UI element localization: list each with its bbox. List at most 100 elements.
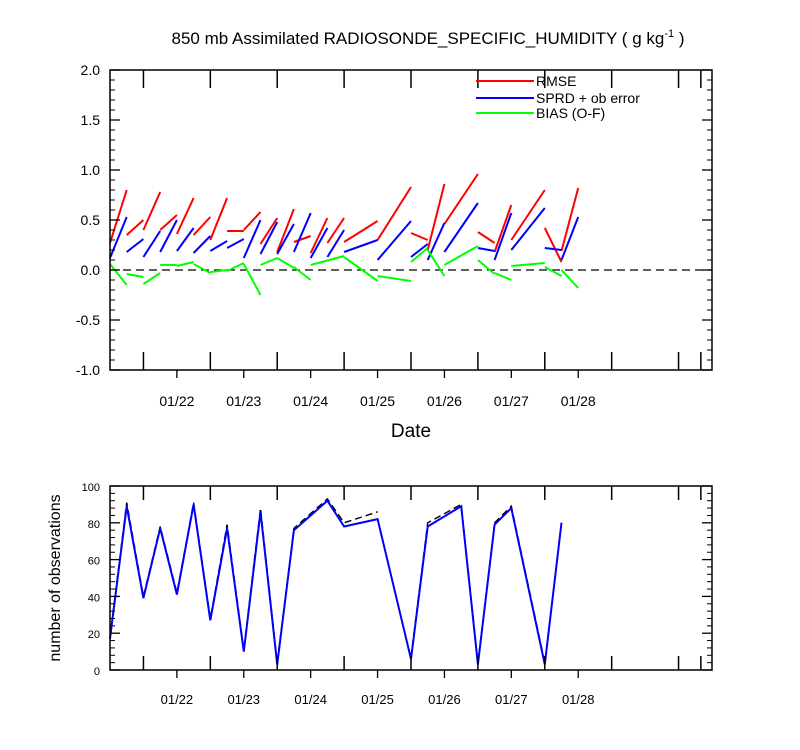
top-sprd-ob-error-segment-23: [560, 216, 580, 261]
chart-title-sup: -1: [664, 28, 674, 40]
top-sprd-ob-error-segment-4: [176, 227, 195, 252]
top-bias-o-f-segment-14: [377, 275, 412, 282]
top-rmse-segment-17: [426, 183, 446, 251]
bottom-x-tick-label-2: 01/24: [294, 692, 327, 707]
top-axis-labels: -1.0 -0.5 0.0 0.5 1.0 1.5 2.0 01/22 01/23 01/24 01…: [76, 62, 596, 409]
top-bias-o-f-segment-15: [410, 247, 429, 263]
bottom-y-tick-label-3: 60: [88, 556, 100, 568]
chart-title-end: ): [674, 29, 684, 48]
top-bias-o-f-segment-10: [276, 257, 295, 269]
top-y-tick-label-1: -0.5: [76, 312, 100, 328]
top-bias-o-f-segment-0: [109, 263, 128, 286]
top-rmse-segment-4: [175, 197, 195, 235]
top-bias-o-f-segment-20: [511, 262, 545, 267]
bottom-y-tick-label-0: 0: [94, 666, 100, 678]
top-bias-o-f-segment-19: [494, 272, 512, 281]
bottom-series-lines: [109, 497, 563, 665]
chart-title: 850 mb Assimilated RADIOSONDE_SPECIFIC_H…: [172, 28, 685, 48]
top-bias-o-f-segment-5: [193, 263, 211, 274]
top-sprd-ob-error-segment-11: [292, 212, 312, 253]
bottom-axis-labels: 0 20 40 60 80 100 01/22 01/23 01/24 01/25 01/26 01/…: [82, 482, 595, 707]
top-rmse-segment-11: [293, 235, 312, 243]
top-rmse-segment-18: [443, 173, 479, 225]
top-rmse-segment-9: [259, 217, 279, 245]
bottom-possible-segment-0: [109, 497, 378, 663]
top-sprd-ob-error-segment-7: [226, 238, 245, 249]
top-x-tick-label-6: 01/28: [561, 393, 596, 409]
top-panel: -1.0 -0.5 0.0 0.5 1.0 1.5 2.0 01/22 01/23 01/24 01…: [76, 62, 713, 442]
top-sprd-ob-error-segment-8: [242, 219, 262, 259]
bottom-panel: 0 20 40 60 80 100 01/22 01/23 01/24 01/25 01/26 01/…: [47, 482, 713, 707]
top-axis-ticks: [110, 69, 712, 378]
top-x-tick-label-5: 01/27: [494, 393, 529, 409]
top-y-tick-label-0: -1.0: [76, 362, 100, 378]
top-sprd-ob-error-segment-21: [510, 207, 546, 251]
top-bias-o-f-segment-21: [544, 266, 562, 277]
top-y-tick-label-5: 1.5: [81, 112, 101, 128]
top-rmse-segment-14: [343, 220, 379, 243]
top-rmse-segment-2: [142, 191, 162, 231]
bottom-plot-frame: [109, 485, 713, 671]
top-bias-o-f-segment-13: [343, 256, 379, 282]
bottom-y-tick-label-2: 40: [88, 592, 100, 604]
top-x-tick-label-1: 01/23: [226, 393, 261, 409]
legend: RMSE SPRD + ob error BIAS (O-F): [476, 73, 640, 121]
legend-rmse-label: RMSE: [536, 73, 576, 89]
top-bias-o-f-segment-18: [477, 259, 496, 275]
top-x-tick-label-4: 01/26: [427, 393, 462, 409]
top-sprd-ob-error-segment-15: [376, 220, 412, 261]
top-sprd-ob-error-segment-1: [126, 238, 145, 253]
top-sprd-ob-error-segment-0: [109, 216, 128, 259]
bottom-x-tick-label-3: 01/25: [361, 692, 394, 707]
top-rmse-segment-12: [309, 217, 329, 254]
top-bias-o-f-segment-6: [210, 269, 228, 273]
top-rmse-segment-19: [477, 231, 496, 244]
top-rmse-segment-22: [543, 227, 563, 263]
legend-bias-label: BIAS (O-F): [536, 105, 605, 121]
top-rmse-segment-8: [243, 211, 262, 231]
top-bias-o-f-segment-8: [242, 263, 262, 296]
top-y-tick-label-6: 2.0: [81, 62, 101, 78]
top-bias-o-f-segment-9: [260, 257, 278, 266]
top-rmse-segment-13: [326, 217, 345, 244]
top-y-tick-label-3: 0.5: [81, 212, 101, 228]
top-bias-o-f-segment-7: [226, 262, 245, 272]
top-bias-o-f-segment-16: [426, 249, 446, 277]
top-bias-o-f-segment-22: [560, 269, 579, 289]
top-x-tick-label-2: 01/24: [293, 393, 328, 409]
legend-sprd-label: SPRD + ob error: [536, 90, 640, 106]
top-sprd-ob-error-segment-12: [309, 227, 329, 259]
bottom-x-tick-label-4: 01/26: [428, 692, 461, 707]
top-series-lines: [109, 173, 580, 296]
top-sprd-ob-error-segment-13: [326, 229, 345, 258]
top-sprd-ob-error-segment-16: [410, 243, 429, 258]
top-sprd-ob-error-segment-22: [544, 247, 562, 251]
top-rmse-segment-23: [560, 187, 580, 252]
bottom-used-segment-0: [109, 499, 563, 665]
x-axis-title: Date: [391, 421, 431, 442]
top-sprd-ob-error-segment-14: [343, 239, 378, 253]
top-bias-o-f-segment-4: [176, 261, 194, 267]
top-bias-o-f-segment-17: [443, 245, 479, 266]
top-sprd-ob-error-segment-3: [159, 219, 178, 253]
top-y-tick-label-4: 1.0: [81, 162, 101, 178]
bottom-x-tick-label-0: 01/22: [161, 692, 194, 707]
top-sprd-ob-error-segment-2: [142, 230, 162, 258]
top-rmse-segment-1: [126, 219, 145, 236]
bottom-x-tick-label-5: 01/27: [495, 692, 528, 707]
top-rmse-segment-16: [410, 232, 429, 241]
top-rmse-segment-20: [493, 204, 513, 253]
bottom-y-tick-label-4: 80: [88, 519, 100, 531]
top-sprd-ob-error-segment-18: [443, 202, 479, 253]
top-bias-o-f-segment-11: [293, 266, 312, 281]
bottom-y-tick-label-1: 20: [88, 629, 100, 641]
top-sprd-ob-error-segment-19: [477, 247, 495, 252]
y-axis-title-observations: number of observations: [47, 494, 64, 661]
bottom-y-tick-label-5: 100: [82, 482, 100, 494]
top-sprd-ob-error-segment-9: [259, 221, 279, 255]
top-bias-o-f-segment-2: [142, 272, 161, 285]
top-sprd-ob-error-segment-6: [209, 240, 228, 252]
bottom-x-tick-label-1: 01/23: [228, 692, 261, 707]
